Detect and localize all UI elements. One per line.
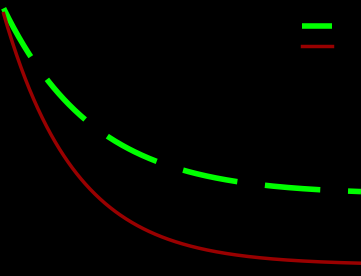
Legend: , : ,: [301, 21, 343, 54]
